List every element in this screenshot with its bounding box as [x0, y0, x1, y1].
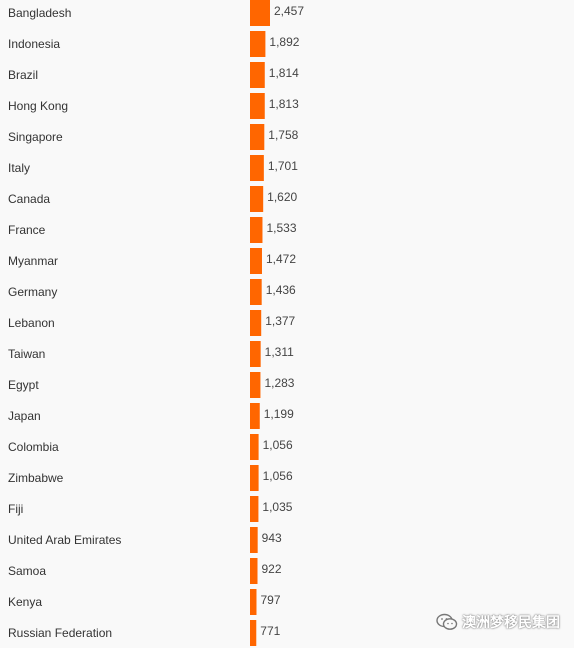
category-label: Hong Kong [8, 99, 68, 113]
value-label: 2,457 [274, 4, 304, 18]
bar [250, 0, 270, 26]
bar [250, 434, 259, 460]
bar [250, 620, 257, 646]
bar [250, 93, 265, 119]
value-label: 771 [260, 624, 280, 638]
category-label: United Arab Emirates [8, 533, 121, 547]
watermark-text: 澳洲梦移民集团 [462, 615, 560, 631]
value-label: 1,035 [262, 500, 292, 514]
bar [250, 155, 264, 181]
value-labels: 2,457 1,892 1,814 1,813 1,758 1,701 1,620 1,533… [260, 4, 304, 638]
value-label: 943 [262, 531, 282, 545]
bar [250, 279, 262, 305]
value-label: 1,701 [268, 159, 298, 173]
category-label: Germany [8, 285, 57, 299]
category-label: Zimbabwe [8, 471, 64, 485]
value-label: 1,533 [266, 221, 296, 235]
bar [250, 310, 262, 336]
category-label: Egypt [8, 378, 39, 392]
watermark: 澳洲梦移民集团 [436, 612, 560, 632]
value-label: 922 [262, 562, 282, 576]
bar [250, 124, 265, 150]
category-label: Russian Federation [8, 626, 112, 640]
category-label: Bangladesh [8, 6, 71, 20]
bar [250, 217, 263, 243]
bar [250, 341, 261, 367]
category-label: Indonesia [8, 37, 60, 51]
category-label: Colombia [8, 440, 59, 454]
value-label: 1,436 [266, 283, 296, 297]
category-label: Samoa [8, 564, 46, 578]
bar [250, 558, 258, 584]
bar [250, 465, 259, 491]
bar [250, 248, 262, 274]
bar [250, 186, 264, 212]
value-label: 1,199 [264, 407, 294, 421]
bar [250, 496, 259, 522]
category-label: Myanmar [8, 254, 58, 268]
value-label: 1,377 [265, 314, 295, 328]
category-labels: Bangladesh Indonesia Brazil Hong Kong Singap… [8, 6, 121, 640]
category-label: Taiwan [8, 347, 45, 361]
bars [250, 0, 270, 646]
value-label: 1,892 [269, 35, 299, 49]
category-label: Singapore [8, 130, 63, 144]
category-label: Kenya [8, 595, 42, 609]
value-label: 1,620 [267, 190, 297, 204]
value-label: 1,814 [269, 66, 299, 80]
wechat-icon [436, 613, 458, 630]
bar [250, 403, 260, 429]
bar [250, 372, 261, 398]
category-label: Fiji [8, 502, 23, 516]
value-label: 1,283 [264, 376, 294, 390]
bar [250, 31, 266, 57]
value-label: 1,056 [263, 469, 293, 483]
category-label: Japan [8, 409, 41, 423]
category-label: Canada [8, 192, 50, 206]
bar [250, 527, 258, 553]
category-label: France [8, 223, 46, 237]
value-label: 1,311 [265, 345, 294, 359]
value-label: 1,813 [269, 97, 299, 111]
bar [250, 62, 265, 88]
value-label: 1,472 [266, 252, 296, 266]
value-label: 797 [260, 593, 280, 607]
value-label: 1,056 [263, 438, 293, 452]
category-label: Lebanon [8, 316, 55, 330]
category-label: Italy [8, 161, 30, 175]
category-label: Brazil [8, 68, 38, 82]
value-label: 1,758 [268, 128, 298, 142]
bar [250, 589, 257, 615]
